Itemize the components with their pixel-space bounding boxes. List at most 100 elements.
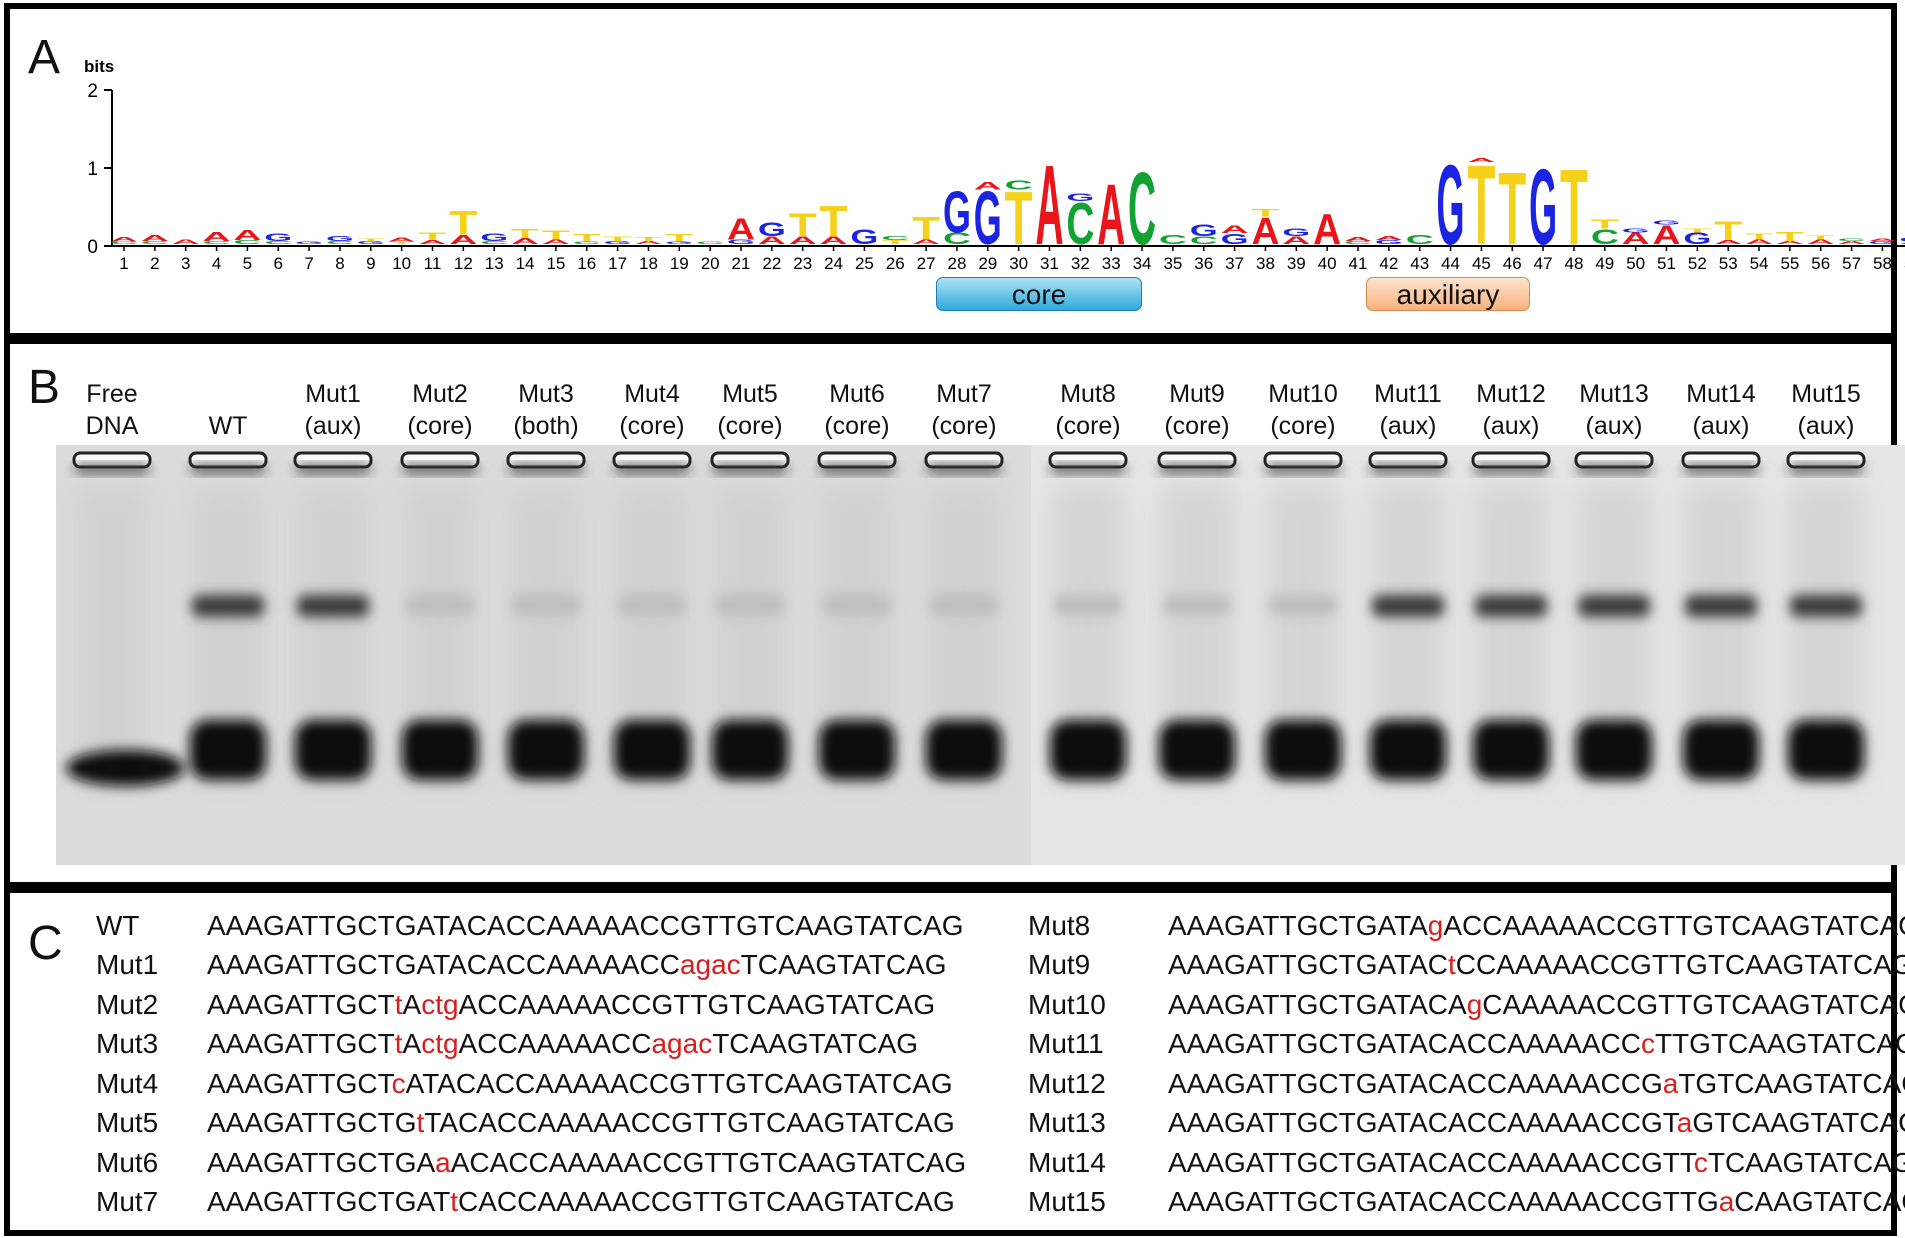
svg-text:T: T xyxy=(1591,217,1620,231)
sequence-segment: AAAGATTGCT xyxy=(207,1068,392,1099)
svg-text:T: T xyxy=(1005,175,1033,261)
x-tick-label: 2 xyxy=(150,254,159,273)
logo-letter-A: A xyxy=(141,233,169,243)
logo-letter-G: G xyxy=(727,238,755,245)
sequence-segment: GTCAAGTATCAG xyxy=(1692,1107,1905,1138)
logo-letter-T: T xyxy=(912,211,940,247)
x-tick-label: 35 xyxy=(1163,254,1182,273)
gel-lane xyxy=(1786,451,1866,785)
panel-a-label: A xyxy=(28,31,61,84)
logo-letter-A: A xyxy=(634,240,662,245)
svg-text:A: A xyxy=(1899,241,1905,245)
svg-text:T: T xyxy=(789,208,817,244)
sequence-segment: ACACCAAAAACCGTTGTCAAGTATCAG xyxy=(450,1147,967,1178)
svg-text:G: G xyxy=(1282,226,1310,238)
svg-text:C: C xyxy=(1190,234,1218,246)
lane-subtitle: (core) xyxy=(717,412,783,440)
x-tick-label: 6 xyxy=(274,254,283,273)
x-tick-label: 7 xyxy=(304,254,313,273)
logo-letter-G: G xyxy=(1375,239,1403,245)
x-tick-label: 5 xyxy=(243,254,252,273)
logo-letter-T: T xyxy=(1251,207,1279,219)
logo-letter-C: C xyxy=(233,239,261,245)
lane-subtitle: (core) xyxy=(1270,412,1336,440)
x-tick-label: 56 xyxy=(1811,254,1830,273)
sequence-name: Mut6 xyxy=(96,1147,159,1178)
gel-lane xyxy=(400,451,480,785)
lane-subtitle: (core) xyxy=(407,412,473,440)
mutated-bases: a xyxy=(435,1147,451,1178)
svg-text:C: C xyxy=(1838,238,1866,242)
x-tick-label: 9 xyxy=(366,254,375,273)
sequence-name: Mut1 xyxy=(96,949,159,980)
logo-letter-C: C xyxy=(1344,240,1372,245)
y-tick-label: 0 xyxy=(87,237,98,258)
sequence-segment: TTGTCAAGTATCAG xyxy=(1654,1028,1905,1059)
svg-text:G: G xyxy=(480,231,508,243)
logo-letter-G: G xyxy=(264,231,292,243)
svg-text:C: C xyxy=(881,235,909,241)
svg-text:G: G xyxy=(665,241,693,245)
sequence-name: Mut13 xyxy=(1028,1107,1106,1138)
sequence-name: Mut9 xyxy=(1028,949,1091,980)
svg-text:G: G xyxy=(1221,230,1249,247)
lane-subtitle: (aux) xyxy=(1692,412,1750,440)
svg-text:A: A xyxy=(388,237,416,243)
svg-text:A: A xyxy=(727,213,755,247)
lane-name: Mut13 xyxy=(1579,380,1649,408)
logo-letter-C: C xyxy=(1128,152,1156,267)
lane-name: Mut12 xyxy=(1476,380,1546,408)
svg-text:G: G xyxy=(727,238,755,245)
logo-letter-T: T xyxy=(1560,147,1588,268)
sequence-name: WT xyxy=(96,910,140,941)
x-tick-label: 53 xyxy=(1719,254,1738,273)
sequence-segment: AAAGATTGCT xyxy=(207,1028,395,1059)
lane-label: Mut13 (aux) xyxy=(1564,378,1664,442)
logo-letter-C: C xyxy=(1159,233,1187,247)
x-tick-label: 22 xyxy=(762,254,781,273)
logo-letter-C: C xyxy=(480,240,508,245)
x-tick-label: 34 xyxy=(1133,254,1152,273)
logo-letter-A: A xyxy=(1313,206,1341,254)
sequence-segment: A xyxy=(402,1028,422,1059)
x-tick-label: 45 xyxy=(1472,254,1491,273)
logo-letter-A: A xyxy=(449,233,477,247)
lane-label: Mut8 (core) xyxy=(1038,378,1138,442)
logo-letter-A: A xyxy=(1375,235,1403,241)
sequence-text: AAAGATTGCTcATACACCAAAAACCGTTGTCAAGTATCAG xyxy=(207,1068,953,1100)
x-tick-label: 10 xyxy=(392,254,411,273)
svg-text:C: C xyxy=(943,229,971,247)
svg-text:C: C xyxy=(696,241,724,245)
logo-letter-A: A xyxy=(820,234,848,246)
svg-text:C: C xyxy=(264,240,292,245)
svg-text:C: C xyxy=(573,241,601,245)
lane-label: Mut7 (core) xyxy=(914,378,1014,442)
gel-lane xyxy=(1157,451,1237,785)
lane-label: Mut3 (both) xyxy=(496,378,596,442)
logo-letter-T: T xyxy=(419,230,447,242)
svg-text:A: A xyxy=(789,234,817,246)
logo-letter-T: T xyxy=(881,239,909,245)
gel-lane xyxy=(1263,451,1343,785)
svg-text:C: C xyxy=(1128,152,1156,267)
mutated-bases: a xyxy=(1676,1107,1693,1138)
x-tick-label: 30 xyxy=(1009,254,1028,273)
mutated-bases: t xyxy=(416,1107,425,1138)
lane-subtitle: (aux) xyxy=(1482,412,1540,440)
x-tick-label: 37 xyxy=(1225,254,1244,273)
svg-text:G: G xyxy=(264,231,292,243)
sequence-segment: AAAGATTGCTGATACACCAAAAACCGTTGTCAAGTATCAG xyxy=(207,910,964,941)
svg-text:G: G xyxy=(1899,237,1905,243)
y-tick-label: 2 xyxy=(87,81,98,102)
lane-subtitle: (both) xyxy=(513,412,579,440)
lane-label: Mut5 (core) xyxy=(700,378,800,442)
logo-letter-G: G xyxy=(1899,237,1905,243)
svg-text:A: A xyxy=(1375,235,1403,241)
x-tick-label: 4 xyxy=(212,254,221,273)
svg-text:A: A xyxy=(141,233,169,243)
x-tick-label: 25 xyxy=(855,254,874,273)
lane-label: Mut11 (aux) xyxy=(1358,378,1458,442)
sequence-segment: ACCAAAAACC xyxy=(458,1028,652,1059)
svg-text:T: T xyxy=(1683,228,1711,234)
sequence-name: Mut10 xyxy=(1028,989,1106,1020)
